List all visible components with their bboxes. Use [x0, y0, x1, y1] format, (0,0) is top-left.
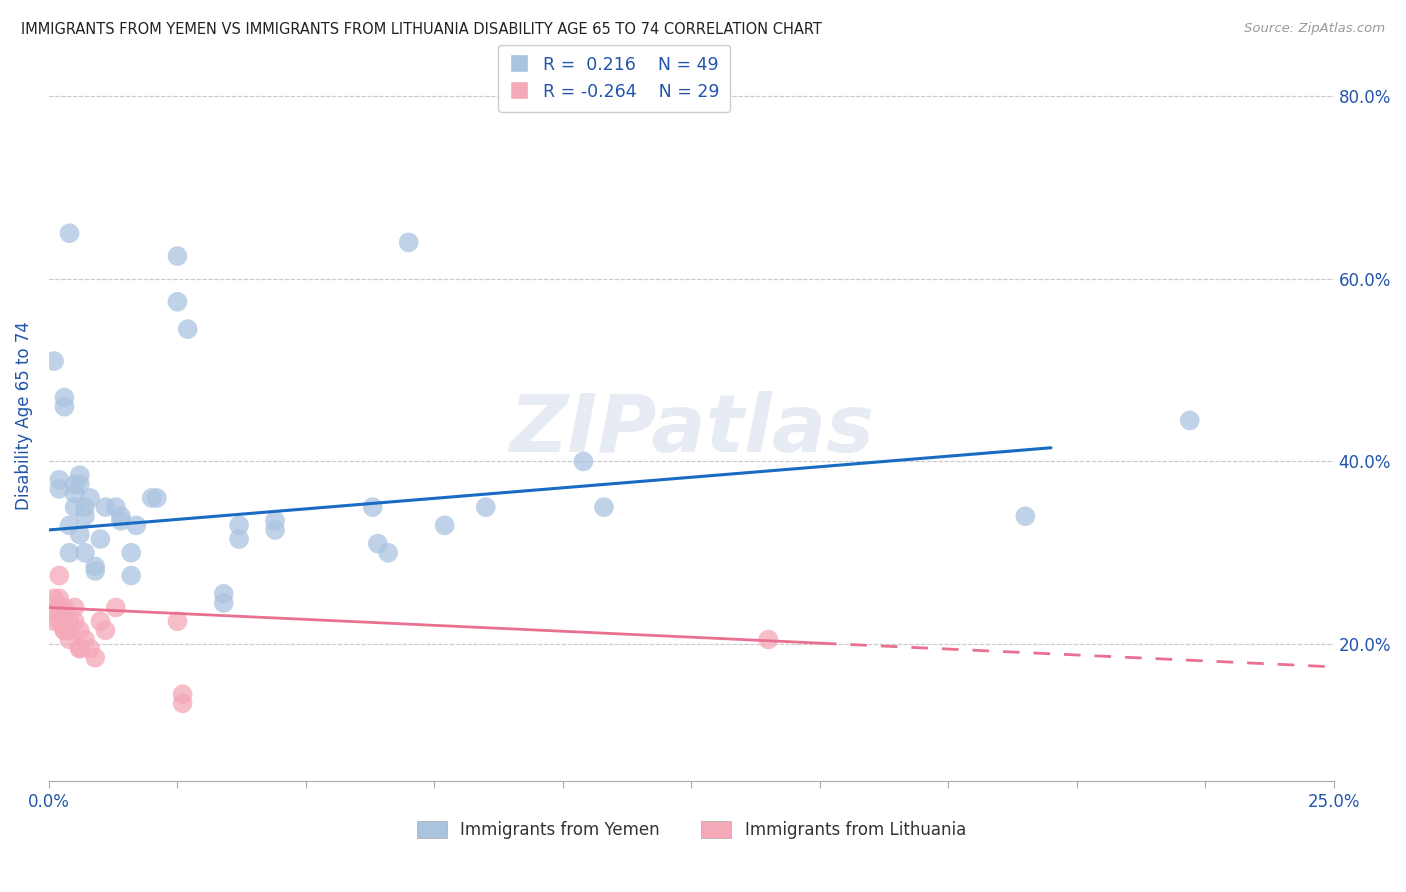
Point: [264, 514, 287, 528]
Point: [94, 500, 117, 515]
Point: [228, 532, 250, 546]
Point: [1014, 509, 1036, 524]
Point: [69, 641, 91, 656]
Point: [166, 249, 188, 263]
Y-axis label: Disability Age 65 to 74: Disability Age 65 to 74: [15, 321, 32, 510]
Point: [58, 546, 80, 560]
Point: [48, 482, 70, 496]
Point: [53, 624, 76, 638]
Point: [572, 454, 595, 468]
Point: [367, 536, 389, 550]
Point: [84, 650, 107, 665]
Point: [166, 294, 188, 309]
Point: [53, 600, 76, 615]
Point: [42, 354, 65, 368]
Point: [177, 322, 200, 336]
Point: [58, 614, 80, 628]
Point: [69, 527, 91, 541]
Point: [58, 624, 80, 638]
Point: [69, 477, 91, 491]
Point: [125, 518, 148, 533]
Point: [212, 587, 235, 601]
Point: [228, 518, 250, 533]
Point: [73, 632, 96, 647]
Point: [398, 235, 420, 250]
Point: [89, 532, 111, 546]
Point: [84, 564, 107, 578]
Point: [69, 641, 91, 656]
Legend: Immigrants from Yemen, Immigrants from Lithuania: Immigrants from Yemen, Immigrants from L…: [411, 814, 973, 846]
Point: [48, 568, 70, 582]
Point: [433, 518, 456, 533]
Point: [172, 687, 194, 701]
Point: [63, 500, 86, 515]
Point: [69, 624, 91, 638]
Point: [58, 632, 80, 647]
Point: [42, 614, 65, 628]
Text: Source: ZipAtlas.com: Source: ZipAtlas.com: [1244, 22, 1385, 36]
Point: [63, 486, 86, 500]
Point: [110, 509, 132, 524]
Point: [89, 614, 111, 628]
Point: [166, 614, 188, 628]
Point: [69, 468, 91, 483]
Point: [48, 473, 70, 487]
Point: [146, 491, 169, 505]
Point: [120, 546, 142, 560]
Text: IMMIGRANTS FROM YEMEN VS IMMIGRANTS FROM LITHUANIA DISABILITY AGE 65 TO 74 CORRE: IMMIGRANTS FROM YEMEN VS IMMIGRANTS FROM…: [21, 22, 823, 37]
Point: [63, 477, 86, 491]
Point: [110, 514, 132, 528]
Point: [73, 509, 96, 524]
Point: [48, 614, 70, 628]
Point: [73, 546, 96, 560]
Point: [104, 600, 127, 615]
Point: [53, 400, 76, 414]
Point: [361, 500, 384, 515]
Point: [53, 391, 76, 405]
Point: [1178, 413, 1201, 427]
Point: [63, 614, 86, 628]
Point: [42, 591, 65, 606]
Point: [53, 614, 76, 628]
Point: [48, 600, 70, 615]
Point: [120, 568, 142, 582]
Point: [758, 632, 780, 647]
Point: [172, 697, 194, 711]
Point: [264, 523, 287, 537]
Point: [79, 491, 101, 505]
Point: [104, 500, 127, 515]
Point: [48, 591, 70, 606]
Point: [79, 641, 101, 656]
Point: [377, 546, 399, 560]
Point: [593, 500, 616, 515]
Text: ZIPatlas: ZIPatlas: [509, 392, 873, 469]
Point: [58, 518, 80, 533]
Point: [94, 624, 117, 638]
Point: [84, 559, 107, 574]
Point: [73, 500, 96, 515]
Point: [63, 600, 86, 615]
Point: [42, 605, 65, 619]
Point: [141, 491, 163, 505]
Point: [58, 226, 80, 240]
Point: [474, 500, 496, 515]
Point: [53, 624, 76, 638]
Point: [212, 596, 235, 610]
